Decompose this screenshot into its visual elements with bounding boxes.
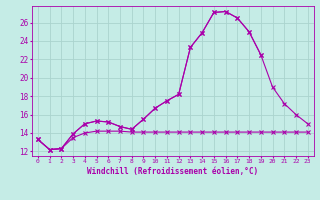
X-axis label: Windchill (Refroidissement éolien,°C): Windchill (Refroidissement éolien,°C) [87,167,258,176]
